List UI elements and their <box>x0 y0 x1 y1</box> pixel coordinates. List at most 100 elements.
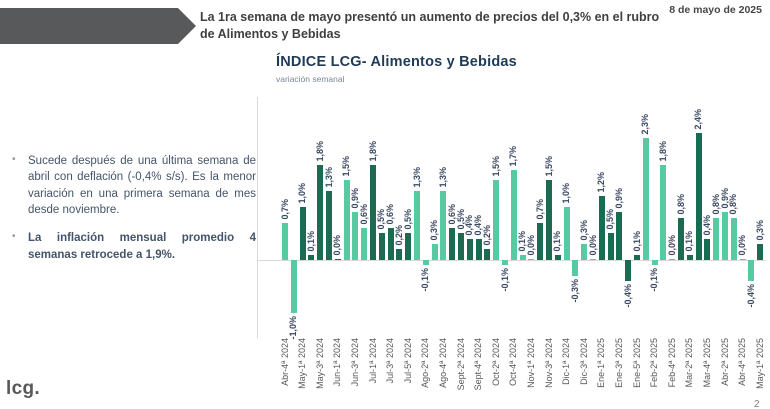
bar-value-label: 0,1% <box>631 231 642 252</box>
bar <box>422 260 429 265</box>
bar <box>440 191 447 260</box>
bullet-item: • La inflación mensual promedio 4 semana… <box>12 230 256 263</box>
bar <box>528 259 535 260</box>
bar <box>475 239 482 260</box>
bar-value-label: 0,9% <box>613 188 624 209</box>
x-axis-tick: Nov-3ª 2024 <box>543 338 554 388</box>
bar <box>352 212 359 260</box>
x-axis-tick: Dic-1ª 2024 <box>561 338 572 385</box>
x-axis-tick: Mar-2ª 2025 <box>684 338 695 388</box>
bar <box>572 260 579 276</box>
bar <box>466 239 473 260</box>
bar-value-label: 1,2% <box>596 172 607 193</box>
bar-value-label: 1,8% <box>367 141 378 162</box>
logo: lcg. <box>6 378 40 399</box>
bar <box>510 170 517 260</box>
bar <box>405 233 412 260</box>
bar-value-label: 1,5% <box>341 156 352 177</box>
bar <box>660 165 667 260</box>
bullet-marker: • <box>12 154 16 165</box>
bar <box>378 233 385 260</box>
bar-value-label: 0,5% <box>402 209 413 230</box>
x-axis-tick: Sept-4ª 2024 <box>473 338 484 391</box>
x-axis-baseline <box>257 260 766 261</box>
x-axis-tick: May-3ª 2024 <box>314 338 325 389</box>
header-statement: La 1ra semana de mayo presentó un aument… <box>200 10 660 41</box>
bar-value-label: 0,8% <box>728 194 739 215</box>
bar-value-label: 2,4% <box>693 109 704 130</box>
x-axis-tick: Jun-1ª 2024 <box>332 338 343 387</box>
bar-value-label: 0,2% <box>481 225 492 246</box>
bar <box>563 207 570 260</box>
bar-value-label: 0,6% <box>385 204 396 225</box>
bar-value-label: 0,0% <box>737 235 748 256</box>
bullet-text: La inflación mensual promedio 4 semanas … <box>28 232 256 261</box>
bar-value-label: -0,1% <box>649 268 660 292</box>
x-axis-tick: Oct-2ª 2024 <box>490 338 501 386</box>
bar-value-label: -0,1% <box>499 268 510 292</box>
bar-value-label: -0,4% <box>622 284 633 308</box>
bar <box>554 255 561 260</box>
bar <box>361 228 368 260</box>
x-axis-tick: Abr-2ª 2025 <box>719 338 730 386</box>
bar <box>642 138 649 260</box>
bar <box>282 223 288 260</box>
bar <box>590 259 596 260</box>
x-axis-tick: Ene-1ª 2025 <box>596 338 607 388</box>
bar <box>537 223 544 260</box>
page-number: 2 <box>754 399 760 409</box>
bar <box>414 191 420 260</box>
bar-value-label: 0,3% <box>754 220 765 241</box>
bar-value-label: 0,1% <box>684 231 695 252</box>
bullet-list: • Sucede después de una última semana de… <box>12 153 256 275</box>
bar-value-label: 1,3% <box>323 167 334 188</box>
x-axis-tick: Abr-4ª 2024 <box>279 338 290 386</box>
bar <box>493 180 500 260</box>
bar-value-label: 1,7% <box>508 146 519 167</box>
bar <box>396 249 403 260</box>
date-label: 8 de mayo de 2025 <box>669 4 762 16</box>
bar <box>739 259 746 260</box>
bar <box>616 212 623 260</box>
bar-value-label: 0,0% <box>525 235 536 256</box>
header-arrow-banner <box>0 8 196 44</box>
bar <box>502 260 508 265</box>
bar-value-label: 0,1% <box>552 231 563 252</box>
bar <box>748 260 755 281</box>
bar <box>431 244 438 260</box>
x-axis-tick: Ago-4ª 2024 <box>437 338 448 388</box>
bar-value-label: 1,3% <box>411 167 422 188</box>
bar <box>458 233 464 260</box>
bar <box>722 212 728 260</box>
y-axis-line <box>257 97 258 338</box>
bar-value-label: 1,8% <box>314 141 325 162</box>
bar <box>669 259 676 260</box>
bar <box>290 260 297 313</box>
x-axis-tick: Jul-3ª 2024 <box>385 338 396 384</box>
bar-value-label: 0,0% <box>332 235 343 256</box>
bar <box>686 255 693 260</box>
x-axis-tick: Feb-2ª 2025 <box>649 338 660 388</box>
bar-value-label: 1,3% <box>437 167 448 188</box>
bullet-item: • Sucede después de una última semana de… <box>12 153 256 218</box>
x-axis-tick: Dic-3ª 2024 <box>578 338 589 385</box>
bar <box>625 260 632 281</box>
x-axis-tick: Feb-4ª 2025 <box>666 338 677 388</box>
bar <box>387 228 394 260</box>
bar <box>634 255 640 260</box>
x-axis-tick: Jul-5ª 2024 <box>402 338 413 384</box>
bar-value-label: 1,0% <box>297 183 308 204</box>
chart-plot: 0,7% Abr-4ª 2024 -1,0% 1,0% May-1ª 2024 0,1% 1… <box>279 95 766 391</box>
bar <box>713 218 720 260</box>
x-axis-tick: Ene-3ª 2025 <box>613 338 624 388</box>
bullet-marker: • <box>12 231 16 243</box>
bar-value-label: -0,3% <box>569 279 580 303</box>
bar <box>651 260 658 265</box>
bar-value-label: 0,0% <box>587 235 598 256</box>
bar-value-label: -1,0% <box>288 316 299 340</box>
bar-value-label: 2,3% <box>640 114 651 135</box>
bar-value-label: 1,0% <box>561 183 572 204</box>
bar <box>484 249 491 260</box>
x-axis-tick: May-1ª 2025 <box>754 338 765 389</box>
x-axis-tick: Nov-1ª 2024 <box>525 338 536 388</box>
